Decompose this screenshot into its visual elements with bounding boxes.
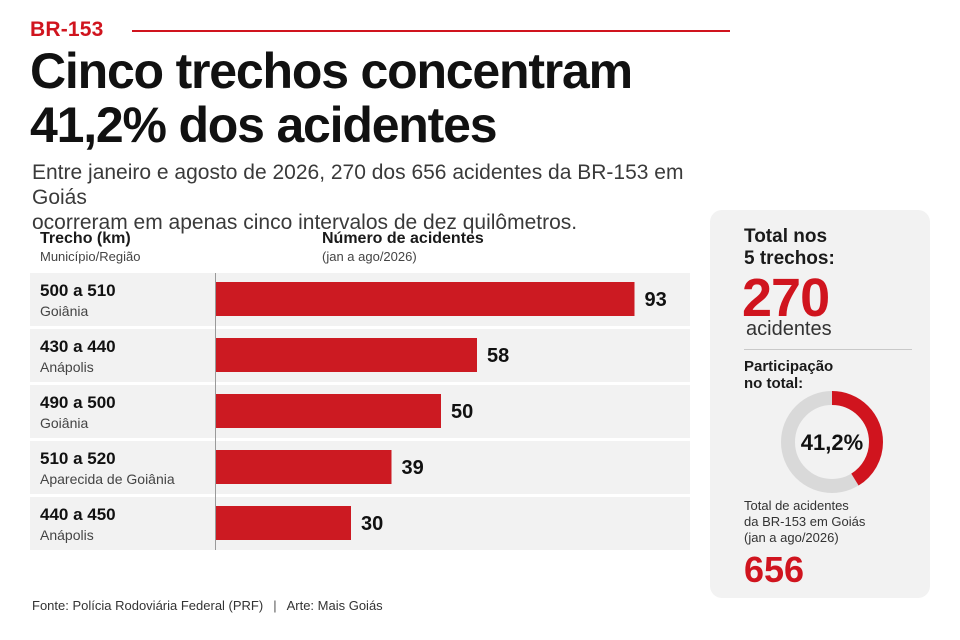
total-unit: acidentes — [746, 318, 832, 340]
summary-panel: Total nos 5 trechos: 270 acidentes Parti… — [710, 210, 930, 598]
share-label-line-2: no total: — [744, 375, 804, 392]
footer: Fonte: Polícia Rodoviária Federal (PRF) |… — [32, 598, 383, 613]
total-label-line-1: Total nos — [744, 226, 828, 247]
kicker-rule — [132, 30, 730, 32]
region-label: Aparecida de Goiânia — [40, 471, 175, 487]
chart-row: 440 a 450 Anápolis — [30, 497, 690, 550]
column-header-accidents-title: Número de acidentes — [322, 230, 484, 247]
overall-total-value: 656 — [744, 549, 805, 590]
total-label: Total nos 5 trechos: — [744, 226, 914, 270]
donut-share-arc — [781, 391, 883, 493]
segment-label: 430 a 440 — [40, 337, 116, 356]
footer-separator: | — [273, 598, 277, 613]
subtitle-line-2: ocorreram em apenas cinco intervalos de … — [32, 211, 578, 234]
title-line-1: Cinco trechos concentram — [30, 43, 633, 99]
chart-row: 490 a 500 Goiânia — [30, 385, 690, 438]
overall-total-label-line-1: Total de acidentes — [744, 498, 849, 513]
kicker: BR-153 — [30, 18, 104, 41]
chart-row: 510 a 520 Aparecida de Goiânia — [30, 441, 690, 494]
share-donut: 41,2% — [781, 391, 883, 493]
region-label: Anápolis — [40, 359, 94, 375]
region-label: Anápolis — [40, 527, 94, 543]
chart-axis-line — [215, 273, 216, 550]
page-title: Cinco trechos concentram 41,2% dos acide… — [30, 44, 750, 152]
total-label-line-2: 5 trechos: — [744, 248, 835, 269]
overall-total-label-line-3: (jan a ago/2026) — [744, 530, 839, 545]
panel-divider — [744, 349, 912, 350]
chart-row: 430 a 440 Anápolis — [30, 329, 690, 382]
region-label: Goiânia — [40, 415, 89, 431]
segment-label: 440 a 450 — [40, 505, 116, 524]
column-header-segment: Trecho (km) Município/Região — [40, 229, 140, 265]
title-line-2: 41,2% dos acidentes — [30, 97, 498, 153]
overall-total-label-line-2: da BR-153 em Goiás — [744, 514, 866, 529]
column-header-segment-sub: Município/Região — [40, 249, 141, 264]
donut-label: 41,2% — [801, 430, 863, 455]
segment-label: 510 a 520 — [40, 449, 116, 468]
footer-source: Fonte: Polícia Rodoviária Federal (PRF) — [32, 598, 264, 613]
column-header-segment-title: Trecho (km) — [40, 230, 131, 247]
subtitle: Entre janeiro e agosto de 2026, 270 dos … — [32, 160, 732, 235]
kicker-row: BR-153 — [30, 18, 730, 42]
column-header-accidents: Número de acidentes (jan a ago/2026) — [322, 229, 484, 265]
total-value: 270 — [742, 268, 830, 328]
share-label-line-1: Participação — [744, 358, 834, 375]
region-label: Goiânia — [40, 303, 89, 319]
segment-label: 500 a 510 — [40, 281, 116, 300]
chart-row: 500 a 510 Goiânia — [30, 273, 690, 326]
overall-total-label: Total de acidentes da BR-153 em Goiás (j… — [744, 498, 924, 546]
footer-art: Arte: Mais Goiás — [286, 598, 383, 613]
column-header-accidents-sub: (jan a ago/2026) — [322, 249, 417, 264]
segment-label: 490 a 500 — [40, 393, 116, 412]
share-label: Participação no total: — [744, 358, 854, 392]
subtitle-line-1: Entre janeiro e agosto de 2026, 270 dos … — [32, 161, 684, 209]
